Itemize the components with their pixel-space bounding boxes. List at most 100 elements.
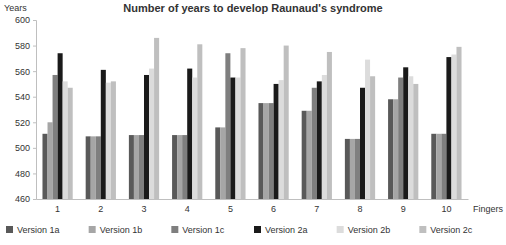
tick: 10 xyxy=(441,199,451,214)
tick: 2 xyxy=(98,199,103,214)
x-axis-title: Fingers xyxy=(473,204,504,214)
legend-label: Version 2a xyxy=(265,225,308,235)
chart: 46048050052054056058060012345678910Numbe… xyxy=(0,0,506,245)
bar xyxy=(317,81,322,199)
bar xyxy=(269,103,274,199)
bar xyxy=(327,52,332,199)
bar xyxy=(225,53,230,199)
tick-label: 500 xyxy=(15,143,30,153)
tick-label: 600 xyxy=(15,15,30,25)
tick: 600 xyxy=(15,15,36,25)
tick-label: 580 xyxy=(15,41,30,51)
tick-label: 3 xyxy=(141,204,146,214)
axis-line xyxy=(37,199,469,200)
bar xyxy=(172,135,177,199)
tick: 560 xyxy=(15,67,36,77)
bar xyxy=(101,70,106,199)
tick: 580 xyxy=(15,41,36,51)
x-axis: 12345678910 xyxy=(37,199,469,214)
bars xyxy=(42,38,461,199)
tick-label: 1 xyxy=(55,204,60,214)
bar xyxy=(284,46,289,199)
tick: 540 xyxy=(15,92,36,102)
series xyxy=(63,55,457,199)
bar xyxy=(42,134,47,199)
tick: 480 xyxy=(15,169,36,179)
tick-label: 9 xyxy=(401,204,406,214)
bar xyxy=(360,88,365,199)
bar xyxy=(182,135,187,199)
tick-label: 480 xyxy=(15,169,30,179)
bar xyxy=(53,75,58,199)
y-axis-title: Years xyxy=(4,3,27,13)
bar xyxy=(235,78,240,199)
tick-label: 540 xyxy=(15,92,30,102)
bar xyxy=(312,88,317,199)
series xyxy=(58,53,452,199)
bar xyxy=(322,75,327,199)
tick: 4 xyxy=(185,199,190,214)
legend-label: Version 2c xyxy=(430,225,473,235)
bar xyxy=(436,134,441,199)
bar xyxy=(451,55,456,199)
legend-item: Version 2a xyxy=(254,225,308,235)
bar xyxy=(139,135,144,199)
tick-mark xyxy=(33,46,36,47)
bar xyxy=(192,78,197,199)
tick-mark xyxy=(33,122,36,123)
legend-item: Version 2b xyxy=(337,225,391,235)
bar xyxy=(144,75,149,199)
tick-mark xyxy=(33,199,36,200)
tick: 9 xyxy=(401,199,406,214)
legend-label: Version 1b xyxy=(100,225,143,235)
bar xyxy=(91,136,96,199)
series xyxy=(68,38,462,199)
bar xyxy=(240,48,245,199)
tick: 5 xyxy=(228,199,233,214)
bar xyxy=(48,122,53,199)
bar xyxy=(307,111,312,199)
bar xyxy=(279,80,284,199)
bar xyxy=(393,99,398,199)
tick-label: 560 xyxy=(15,67,30,77)
tick-label: 7 xyxy=(314,204,319,214)
bar xyxy=(197,44,202,199)
bar xyxy=(403,67,408,199)
bar xyxy=(177,135,182,199)
legend-item: Version 1c xyxy=(171,225,225,235)
bar xyxy=(68,88,73,199)
bar xyxy=(230,78,235,199)
tick-label: 10 xyxy=(441,204,451,214)
legend-swatch xyxy=(6,226,13,233)
bar xyxy=(154,38,159,199)
legend-swatch xyxy=(171,226,178,233)
bar xyxy=(388,99,393,199)
legend-swatch xyxy=(254,226,261,233)
bar xyxy=(398,78,403,199)
bar xyxy=(370,76,375,199)
bar xyxy=(187,69,192,199)
bar xyxy=(96,136,101,199)
axis-line xyxy=(33,21,37,200)
tick: 1 xyxy=(55,199,60,214)
legend-swatch xyxy=(337,226,344,233)
bar xyxy=(58,53,63,199)
bar xyxy=(111,81,116,199)
series xyxy=(53,53,447,199)
tick: 7 xyxy=(314,199,319,214)
y-axis: 460480500520540560580600 xyxy=(15,15,37,204)
bar xyxy=(215,127,220,199)
bar xyxy=(220,127,225,199)
tick-mark xyxy=(33,97,36,98)
legend-swatch xyxy=(419,226,426,233)
bar xyxy=(106,83,111,199)
bar xyxy=(345,139,350,199)
bar xyxy=(355,139,360,199)
tick: 3 xyxy=(141,199,146,214)
legend-item: Version 1a xyxy=(6,225,60,235)
bar xyxy=(446,57,451,199)
tick: 500 xyxy=(15,143,36,153)
bar xyxy=(441,134,446,199)
tick-label: 4 xyxy=(185,204,190,214)
legend-label: Version 1a xyxy=(17,225,60,235)
